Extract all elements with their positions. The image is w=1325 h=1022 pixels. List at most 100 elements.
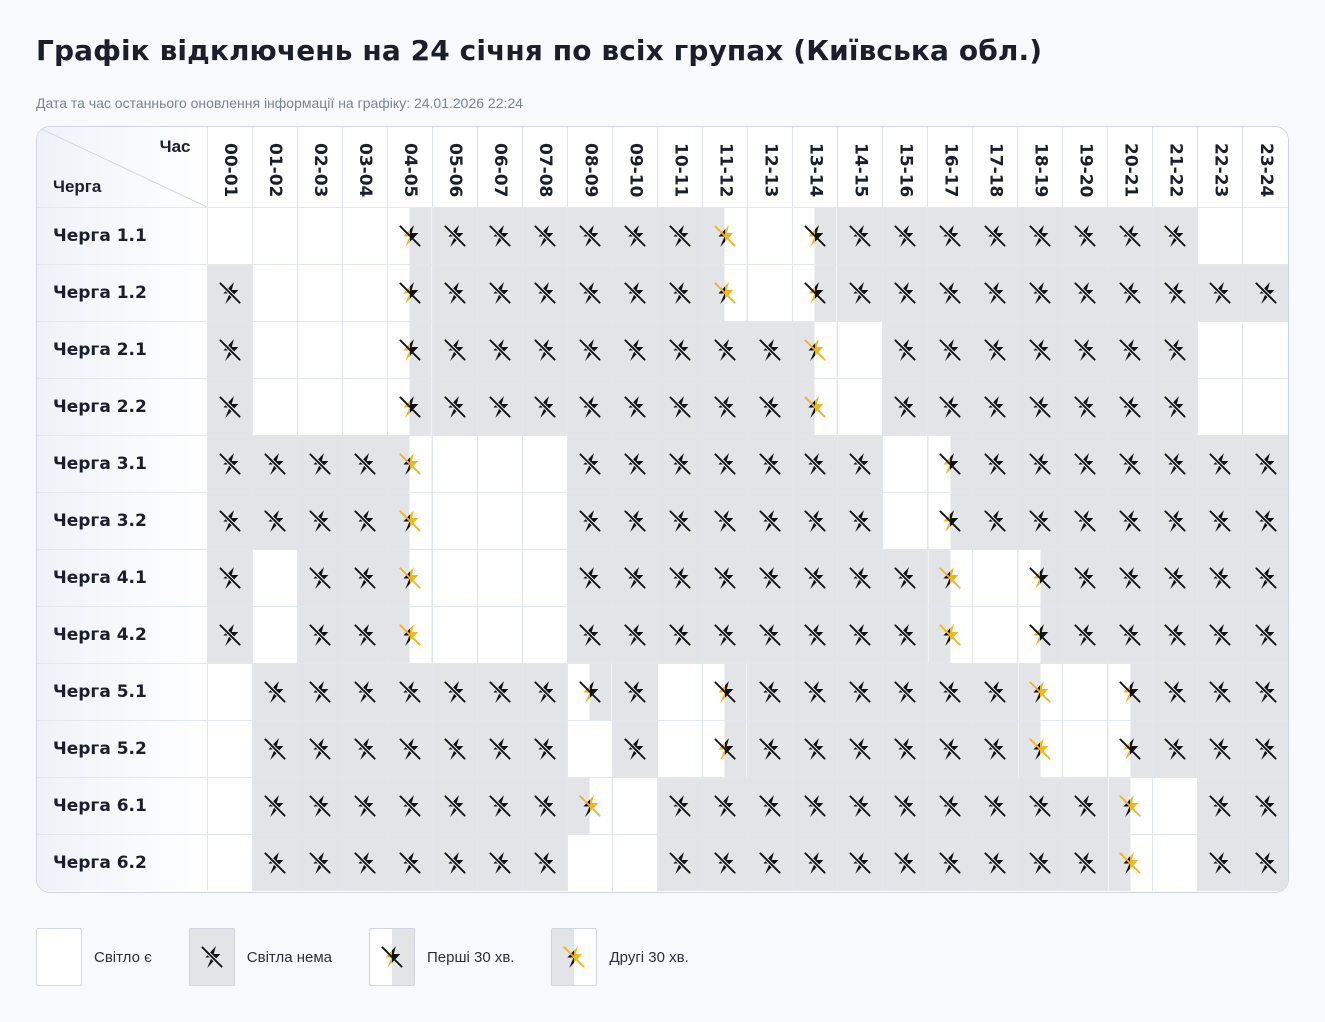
cell-power-off [521, 378, 568, 436]
cell-power-off [206, 321, 253, 379]
cell-power-off [296, 663, 343, 721]
cell-power-off [1107, 492, 1154, 550]
lightning-off-icon [533, 395, 556, 419]
hour-label: 01-02 [265, 143, 286, 198]
cell-power-off [1107, 435, 1154, 493]
lightning-off-icon [1209, 623, 1232, 647]
lightning-off-icon [218, 566, 241, 590]
cell-power-on [431, 549, 478, 607]
table-corner: Час Черга [37, 127, 208, 208]
cell-power-off [296, 549, 343, 607]
cell-power-off [972, 777, 1019, 835]
cell-power-on [341, 207, 388, 265]
cell-power-off [701, 492, 748, 550]
lightning-off-icon [1119, 395, 1142, 419]
cell-first-half-off [701, 720, 748, 778]
lightning-off-icon [984, 224, 1007, 248]
cell-power-on [1152, 834, 1199, 891]
legend-item: Світла нема [188, 928, 332, 986]
cell-power-on [1242, 207, 1288, 265]
cell-power-off [836, 663, 883, 721]
cell-power-off [926, 834, 974, 891]
lightning-off-icon [218, 338, 241, 362]
last-update-text: Дата та час останнього оновлення інформа… [36, 95, 523, 111]
cell-power-off [611, 321, 658, 379]
cell-power-off [431, 777, 478, 835]
queue-row: Черга 6.2 [37, 834, 1288, 891]
cell-first-half-off [701, 663, 748, 721]
legend-label: Світла нема [246, 948, 332, 966]
hour-header: 16-17 [926, 127, 974, 208]
hour-header: 11-12 [701, 127, 748, 208]
cell-power-off [1242, 720, 1288, 778]
cell-power-on [206, 207, 253, 265]
lightning-off-icon [398, 680, 421, 704]
cell-power-off [881, 606, 929, 664]
lightning-off-icon [578, 281, 601, 305]
cell-power-off [746, 492, 793, 550]
lightning-off-icon [1074, 623, 1097, 647]
lightning-off-icon [848, 623, 871, 647]
lightning-off-icon [668, 338, 691, 362]
cell-power-on [746, 264, 793, 322]
hour-header: 13-14 [791, 127, 838, 208]
lightning-off-icon [1029, 395, 1052, 419]
lightning-off-icon [1164, 281, 1187, 305]
lightning-off-icon [578, 224, 601, 248]
lightning-off-icon [623, 338, 646, 362]
cell-power-off [611, 549, 658, 607]
lightning-off-icon [263, 851, 286, 875]
lightning-half-icon [1029, 567, 1051, 589]
cell-power-off [341, 663, 388, 721]
lightning-off-icon [488, 851, 511, 875]
cell-power-on [1197, 378, 1244, 436]
cell-power-off [611, 207, 658, 265]
lightning-off-icon [668, 851, 691, 875]
cell-power-off [746, 720, 793, 778]
cell-power-off [791, 720, 838, 778]
lightning-off-icon [848, 737, 871, 761]
cell-power-off [926, 777, 974, 835]
lightning-half-icon [939, 624, 961, 646]
cell-power-on [296, 321, 343, 379]
lightning-off-icon [1119, 509, 1142, 533]
lightning-half-icon [399, 624, 421, 646]
lightning-off-icon [668, 224, 691, 248]
lightning-off-icon [1254, 680, 1277, 704]
lightning-off-icon [803, 566, 826, 590]
cell-power-off [791, 606, 838, 664]
cell-power-off [206, 435, 253, 493]
lightning-off-icon [488, 338, 511, 362]
lightning-off-icon [984, 851, 1007, 875]
cell-power-off [1242, 492, 1288, 550]
lightning-off-icon [848, 224, 871, 248]
hour-header: 14-15 [836, 127, 883, 208]
lightning-off-icon [893, 395, 917, 419]
lightning-half-icon [714, 681, 736, 703]
cell-first-half-off [386, 378, 433, 436]
hour-header: 17-18 [972, 127, 1019, 208]
cell-second-half-off [1017, 663, 1064, 721]
cell-power-on [656, 720, 703, 778]
cell-power-on [1242, 378, 1288, 436]
lightning-off-icon [353, 680, 376, 704]
queue-row: Черга 2.1 [37, 321, 1288, 379]
cell-power-off [972, 207, 1019, 265]
cell-second-half-off [791, 378, 838, 436]
cell-power-on [1242, 321, 1288, 379]
schedule-table: Час Черга 00-01 01-02 02-03 03-04 04-05 05-06… [37, 127, 1288, 891]
cell-power-on [521, 606, 568, 664]
hour-header: 04-05 [386, 127, 433, 208]
cell-power-off [431, 378, 478, 436]
cell-power-off [746, 834, 793, 891]
cell-power-off [656, 321, 703, 379]
cell-power-off [521, 264, 568, 322]
cell-power-off [521, 834, 568, 891]
lightning-off-icon [713, 851, 736, 875]
cell-power-on [341, 321, 388, 379]
cell-power-off [251, 720, 298, 778]
queue-row: Черга 2.2 [37, 378, 1288, 436]
lightning-off-icon [1074, 509, 1097, 533]
lightning-off-icon [1254, 281, 1277, 305]
cell-power-off [701, 777, 748, 835]
